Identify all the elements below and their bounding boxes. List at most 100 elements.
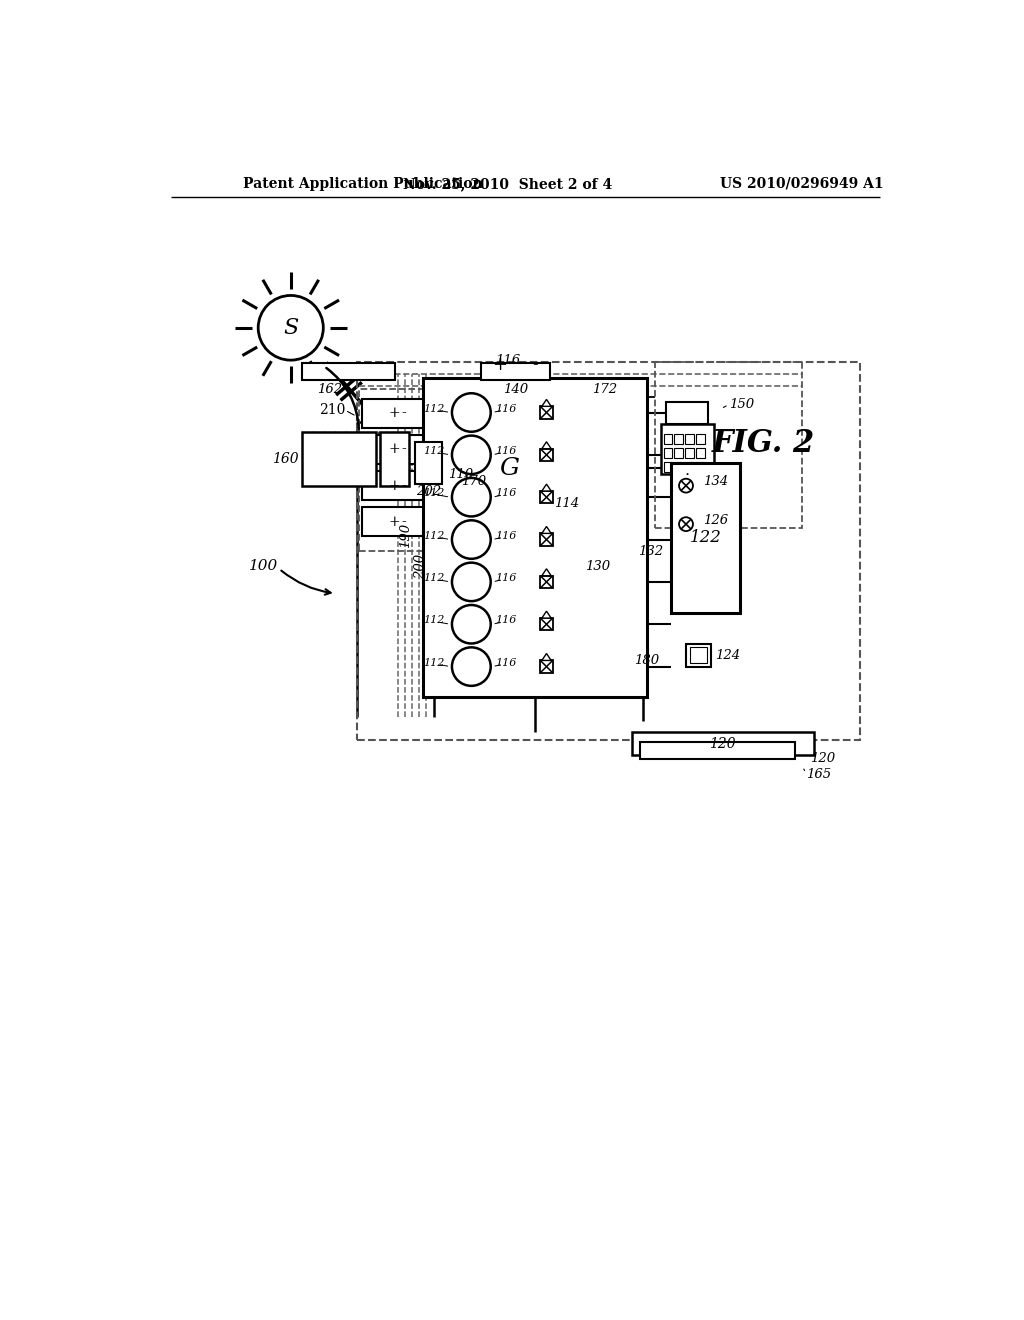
Text: 116: 116 [496, 573, 517, 583]
Bar [356, 363, 860, 739]
Text: +: + [388, 442, 400, 457]
Bar [666, 403, 708, 424]
Bar [696, 434, 705, 444]
Circle shape [452, 520, 490, 558]
Bar [632, 733, 814, 755]
Text: 140: 140 [503, 383, 528, 396]
Bar [362, 399, 435, 428]
Bar [685, 434, 693, 444]
Bar [640, 742, 795, 759]
Text: 112: 112 [424, 488, 444, 499]
Text: 112: 112 [424, 657, 444, 668]
Text: FIG. 2: FIG. 2 [712, 428, 815, 459]
Text: 100: 100 [249, 560, 279, 573]
Bar [302, 432, 376, 486]
Polygon shape [542, 611, 551, 618]
Bar [664, 434, 672, 444]
Bar [541, 407, 553, 418]
Text: 116: 116 [496, 354, 520, 367]
Text: +: + [388, 479, 400, 492]
Bar [664, 447, 672, 458]
Bar [675, 462, 683, 471]
Text: 120: 120 [810, 752, 836, 766]
Bar [671, 462, 740, 612]
Bar [690, 647, 707, 663]
Text: 180: 180 [634, 653, 658, 667]
Text: 170: 170 [461, 475, 486, 488]
Bar [362, 507, 435, 536]
Text: 122: 122 [689, 529, 721, 546]
Text: -: - [401, 442, 406, 457]
Text: 165: 165 [806, 768, 831, 781]
Text: 132: 132 [638, 545, 663, 557]
Text: 126: 126 [703, 513, 728, 527]
Text: 116: 116 [496, 488, 517, 499]
Text: -: - [401, 479, 406, 492]
Bar [686, 644, 711, 667]
Bar [380, 432, 410, 486]
Text: US 2010/0296949 A1: US 2010/0296949 A1 [721, 177, 884, 191]
Bar [423, 378, 647, 697]
Text: 114: 114 [554, 496, 580, 510]
Text: 134: 134 [703, 475, 728, 488]
Text: 112: 112 [424, 531, 444, 541]
Circle shape [679, 479, 693, 492]
Text: Patent Application Publication: Patent Application Publication [243, 177, 482, 191]
Polygon shape [542, 442, 551, 449]
Circle shape [452, 562, 490, 601]
Bar [359, 389, 440, 552]
Text: 200: 200 [415, 554, 427, 579]
Text: 160: 160 [272, 451, 299, 466]
Text: 150: 150 [729, 399, 754, 412]
Text: 124: 124 [715, 648, 739, 661]
Text: +: + [388, 515, 400, 529]
Bar [362, 434, 435, 465]
Polygon shape [542, 400, 551, 407]
Circle shape [679, 517, 693, 531]
Bar [675, 434, 683, 444]
Bar [655, 363, 802, 528]
Text: 116: 116 [496, 446, 517, 455]
Bar [362, 471, 435, 500]
Text: 202: 202 [416, 486, 441, 499]
Bar [415, 442, 442, 484]
Bar [541, 449, 553, 461]
Bar [480, 363, 550, 380]
Text: 116: 116 [496, 531, 517, 541]
Text: 210: 210 [318, 403, 345, 417]
Text: S: S [283, 317, 298, 339]
Text: 120: 120 [710, 737, 736, 751]
Text: G: G [500, 457, 520, 480]
Circle shape [452, 436, 490, 474]
Text: 112: 112 [424, 404, 444, 413]
Text: 116: 116 [496, 404, 517, 413]
Text: 116: 116 [496, 615, 517, 626]
Text: 116: 116 [496, 657, 517, 668]
Text: 172: 172 [592, 383, 617, 396]
Bar [541, 576, 553, 589]
Polygon shape [542, 527, 551, 533]
Text: 190: 190 [399, 523, 412, 548]
Text: +: + [493, 356, 508, 374]
Text: 112: 112 [424, 573, 444, 583]
Bar [302, 363, 395, 380]
Text: 112: 112 [424, 446, 444, 455]
Bar [685, 447, 693, 458]
Text: -: - [401, 515, 406, 529]
Circle shape [452, 647, 490, 686]
Polygon shape [542, 569, 551, 576]
Polygon shape [542, 484, 551, 491]
Text: 162: 162 [317, 383, 342, 396]
Text: 112: 112 [424, 615, 444, 626]
Bar [696, 447, 705, 458]
Bar [662, 424, 714, 474]
Circle shape [258, 296, 324, 360]
Bar [469, 440, 550, 498]
Bar [696, 462, 705, 471]
Text: 130: 130 [586, 560, 610, 573]
Text: 110: 110 [449, 467, 473, 480]
Text: -: - [401, 407, 406, 420]
Bar [541, 491, 553, 503]
Bar [685, 462, 693, 471]
Bar [675, 447, 683, 458]
